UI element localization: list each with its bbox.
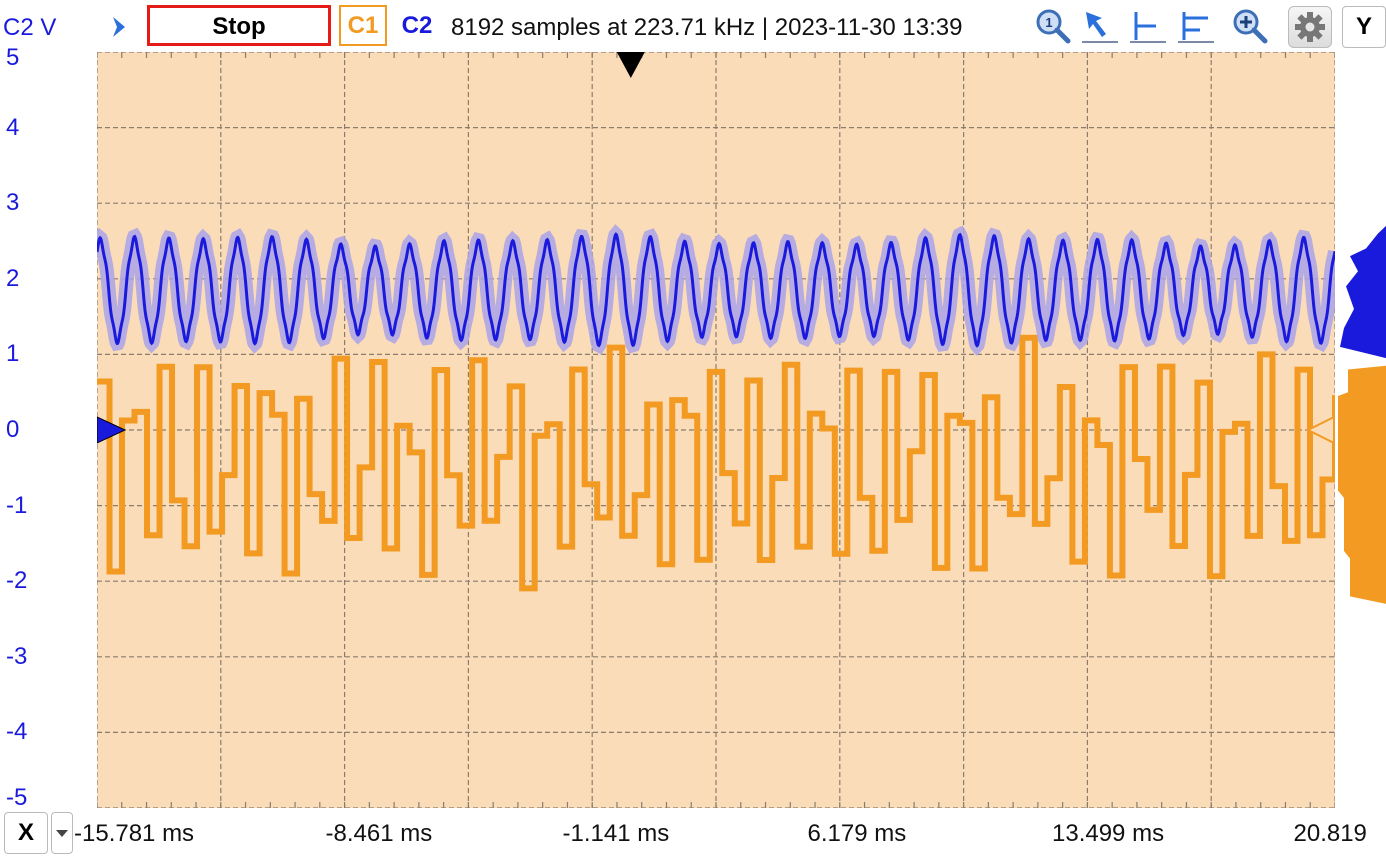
cursor-levels-icon[interactable] [1128, 6, 1168, 46]
x-tick-label: 6.179 ms [807, 820, 907, 847]
cursor-icon[interactable] [1080, 6, 1120, 46]
x-tick-label: 13.499 ms [1052, 820, 1165, 847]
y-axis-unit-label: C2 V [3, 14, 57, 41]
y-tick-label: 5 [6, 44, 20, 71]
y-tick-label: 1 [6, 340, 20, 368]
x-tick-label: -15.781 ms [74, 820, 195, 847]
channel1-trace [97, 334, 1335, 592]
channel1-histogram [1338, 365, 1386, 604]
chevron-down-icon [56, 830, 68, 837]
stop-button[interactable]: Stop [147, 5, 331, 46]
y-tick-label: 0 [6, 416, 20, 443]
y-tick-label: -4 [6, 718, 28, 746]
channel1-button[interactable]: C1 [339, 5, 387, 46]
y-tick-label: -3 [6, 642, 28, 670]
cursor-levels-alt-icon[interactable] [1176, 6, 1216, 46]
x-tick-label: 20.819 [1293, 820, 1367, 847]
y-tick-label: -2 [6, 567, 28, 595]
zoom-in-icon[interactable]: 1 [1033, 6, 1073, 46]
channel2-level-marker[interactable] [97, 416, 127, 444]
channel2-button[interactable]: C2 [401, 12, 433, 39]
y-tick-label: -1 [6, 491, 28, 519]
channel1-level-marker[interactable] [1305, 415, 1335, 445]
x-axis-dropdown[interactable] [51, 812, 73, 854]
x-axis-button[interactable]: X [4, 812, 48, 854]
gear-icon [1295, 12, 1325, 42]
chevron-right-icon[interactable] [108, 14, 134, 40]
settings-button[interactable] [1288, 6, 1332, 48]
acquisition-status: 8192 samples at 223.71 kHz | 2023-11-30 … [451, 14, 963, 41]
channel2-histogram [1340, 225, 1386, 359]
x-tick-label: -1.141 ms [562, 820, 670, 847]
y-tick-label: -5 [6, 784, 28, 811]
oscilloscope-plot[interactable] [97, 52, 1335, 808]
x-tick-label: -8.461 ms [325, 820, 433, 847]
y-tick-label: 3 [6, 189, 20, 217]
y-axis-button[interactable]: Y [1342, 6, 1386, 48]
toolbar: C2 V Stop C1 C2 8192 samples at 223.71 k… [0, 0, 1386, 52]
y-tick-label: 4 [6, 113, 20, 141]
y-tick-label: 2 [6, 264, 20, 292]
zoom-fit-icon[interactable] [1230, 6, 1270, 46]
level-histogram [1338, 225, 1386, 604]
channel2-trace [97, 232, 1335, 348]
svg-text:1: 1 [1045, 15, 1052, 30]
trigger-marker[interactable] [616, 52, 645, 78]
